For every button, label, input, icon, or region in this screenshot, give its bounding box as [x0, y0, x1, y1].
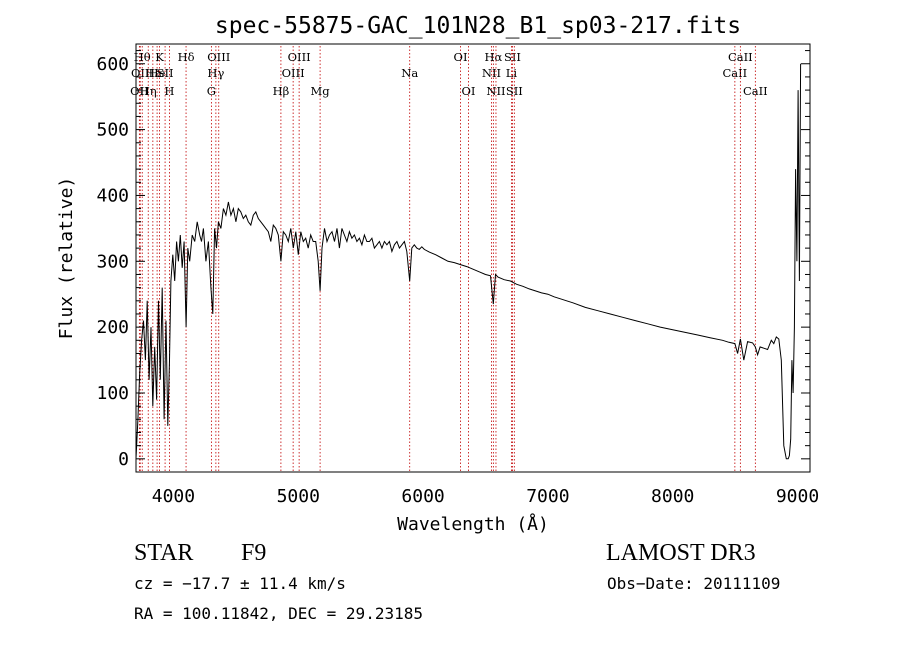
spectral-line-label: Mg [311, 84, 331, 98]
y-tick-label: 300 [96, 251, 129, 272]
spectral-line-label: NII [482, 66, 501, 80]
spectral-line-label: G [207, 84, 216, 98]
spectral-line-label: Na [401, 66, 418, 80]
y-tick-label: 0 [118, 449, 129, 470]
y-axis-label: Flux (relative) [56, 177, 77, 340]
spectral-line-label: OI [462, 84, 476, 98]
spectral-line-label: OIII [207, 50, 230, 64]
object-subclass: F9 [241, 540, 267, 566]
spectral-line-label: SII [504, 50, 521, 64]
spectral-line-label: OII [130, 84, 149, 98]
spectral-line-label: NII [486, 84, 505, 98]
spectral-line-label: Hα [484, 50, 502, 64]
y-tick-label: 600 [96, 54, 129, 75]
survey-label: LAMOST DR3 [606, 540, 756, 566]
y-tick-label: 100 [96, 383, 129, 404]
spectral-line-label: Hθ [134, 50, 151, 64]
x-tick-label: 9000 [776, 486, 819, 507]
spectral-line-label: He [149, 66, 166, 80]
spectral-line-label: CaII [743, 84, 768, 98]
x-axis-label: Wavelength (Å) [397, 513, 549, 535]
spectral-line-label: Hε [145, 66, 161, 80]
coordinates: RA = 100.11842, DEC = 29.23185 [134, 604, 423, 623]
spectral-line-label: Hη [140, 84, 157, 98]
plot-frame [135, 43, 811, 473]
object-class: STAR [134, 540, 194, 566]
spectral-line-label: Hδ [178, 50, 195, 64]
x-tick-label: 6000 [401, 486, 444, 507]
chart-title: spec-55875-GAC_101N28_B1_sp03-217.fits [215, 13, 741, 39]
spectral-line-label: K [155, 50, 164, 64]
redshift-cz: cz = −17.7 ± 11.4 km/s [134, 574, 346, 593]
spectrum-chart: spec-55875-GAC_101N28_B1_sp03-217.fits OI… [56, 13, 819, 535]
spectral-line-label: H [164, 84, 174, 98]
x-tick-label: 8000 [651, 486, 694, 507]
x-tick-label: 4000 [152, 486, 195, 507]
spectral-line-label: CaII [722, 66, 747, 80]
y-tick-label: 400 [96, 185, 129, 206]
observation-date: Obs−Date: 20111109 [607, 574, 781, 593]
spectral-line-label: Li [506, 66, 518, 80]
spectral-line-label: CaII [728, 50, 753, 64]
spectral-line-label: Hβ [273, 84, 290, 98]
y-tick-label: 200 [96, 317, 129, 338]
spectral-line-label: OIII [282, 66, 305, 80]
x-tick-label: 7000 [526, 486, 569, 507]
spectral-line-label: SII [157, 66, 174, 80]
spectral-line-label: SII [506, 84, 523, 98]
x-tick-label: 5000 [277, 486, 320, 507]
y-tick-label: 500 [96, 120, 129, 141]
spectral-line-label: OI [454, 50, 468, 64]
spectral-line-label: Hγ [207, 66, 224, 80]
spectral-line-label: OIII [288, 50, 311, 64]
spectrum-line [136, 63, 802, 460]
